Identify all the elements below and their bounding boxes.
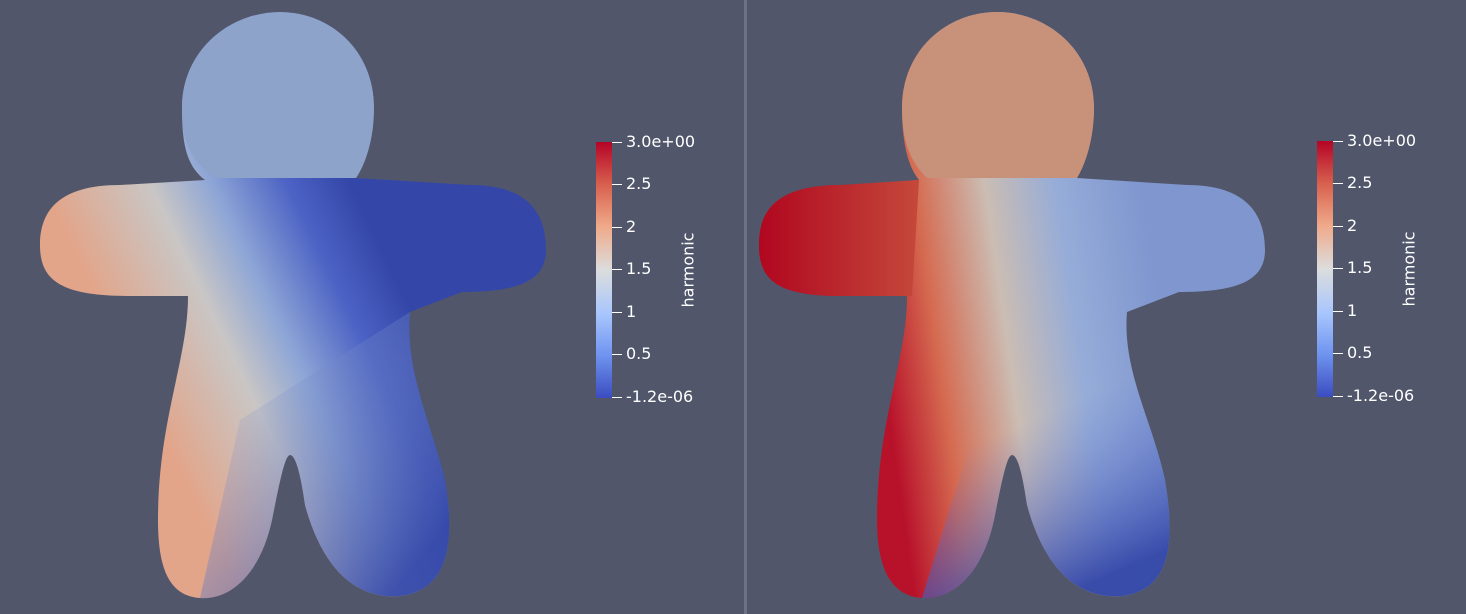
colorbar-tick	[612, 227, 622, 228]
colorbar-tick	[612, 142, 622, 143]
view-splitter[interactable]	[744, 0, 747, 614]
colorbar-label: 2	[1347, 216, 1358, 235]
colorbar-label: -1.2e-06	[626, 387, 694, 406]
colorbar-tick	[1333, 311, 1343, 312]
render-view-right[interactable]: 3.0e+00 2.5 2 1.5 1 0.5 -1.2e-06 harmoni…	[747, 0, 1466, 614]
colorbar-title: harmonic	[678, 232, 698, 308]
colorbar-label: 2.5	[1347, 173, 1373, 192]
colorbar-label: 0.5	[1347, 343, 1373, 362]
gingerbread-shadow-left	[200, 312, 450, 599]
colorbar-tick	[1333, 268, 1343, 269]
gingerbread-arm-right	[759, 180, 919, 296]
colorbar-gradient	[596, 142, 612, 398]
colorbar-label: 2	[626, 217, 637, 236]
colorbar-right[interactable]: 3.0e+00 2.5 2 1.5 1 0.5 -1.2e-06 harmoni…	[1317, 133, 1457, 411]
colorbar-tick	[1333, 183, 1343, 184]
colorbar-title: harmonic	[1399, 231, 1419, 307]
colorbar-label: 0.5	[626, 344, 652, 363]
colorbar-label: 3.0e+00	[626, 132, 696, 151]
colorbar-tick	[1333, 141, 1343, 142]
gingerbread-head-right	[902, 12, 1094, 178]
gingerbread-legs-right	[922, 312, 1170, 599]
colorbar-label: -1.2e-06	[1347, 386, 1415, 405]
colorbar-tick	[612, 354, 622, 355]
colorbar-tick	[612, 397, 622, 398]
render-view-left[interactable]: 3.0e+00 2.5 2 1.5 1 0.5 -1.2e-06 harmoni…	[0, 0, 744, 614]
colorbar-tick	[1333, 396, 1343, 397]
colorbar-label: 1	[1347, 301, 1358, 320]
colorbar-label: 1	[626, 302, 637, 321]
colorbar-tick	[1333, 353, 1343, 354]
colorbar-tick	[612, 269, 622, 270]
gingerbread-mesh-right[interactable]	[747, 0, 1466, 614]
colorbar-label: 3.0e+00	[1347, 131, 1417, 150]
colorbar-tick	[612, 184, 622, 185]
colorbar-gradient	[1317, 141, 1333, 397]
gingerbread-head-left	[182, 12, 374, 178]
colorbar-tick	[1333, 226, 1343, 227]
colorbar-label: 1.5	[1347, 258, 1373, 277]
colorbar-label: 2.5	[626, 174, 652, 193]
gingerbread-mesh-left[interactable]	[0, 0, 744, 614]
colorbar-label: 1.5	[626, 259, 652, 278]
colorbar-tick	[612, 312, 622, 313]
colorbar-left[interactable]: 3.0e+00 2.5 2 1.5 1 0.5 -1.2e-06 harmoni…	[596, 134, 736, 412]
